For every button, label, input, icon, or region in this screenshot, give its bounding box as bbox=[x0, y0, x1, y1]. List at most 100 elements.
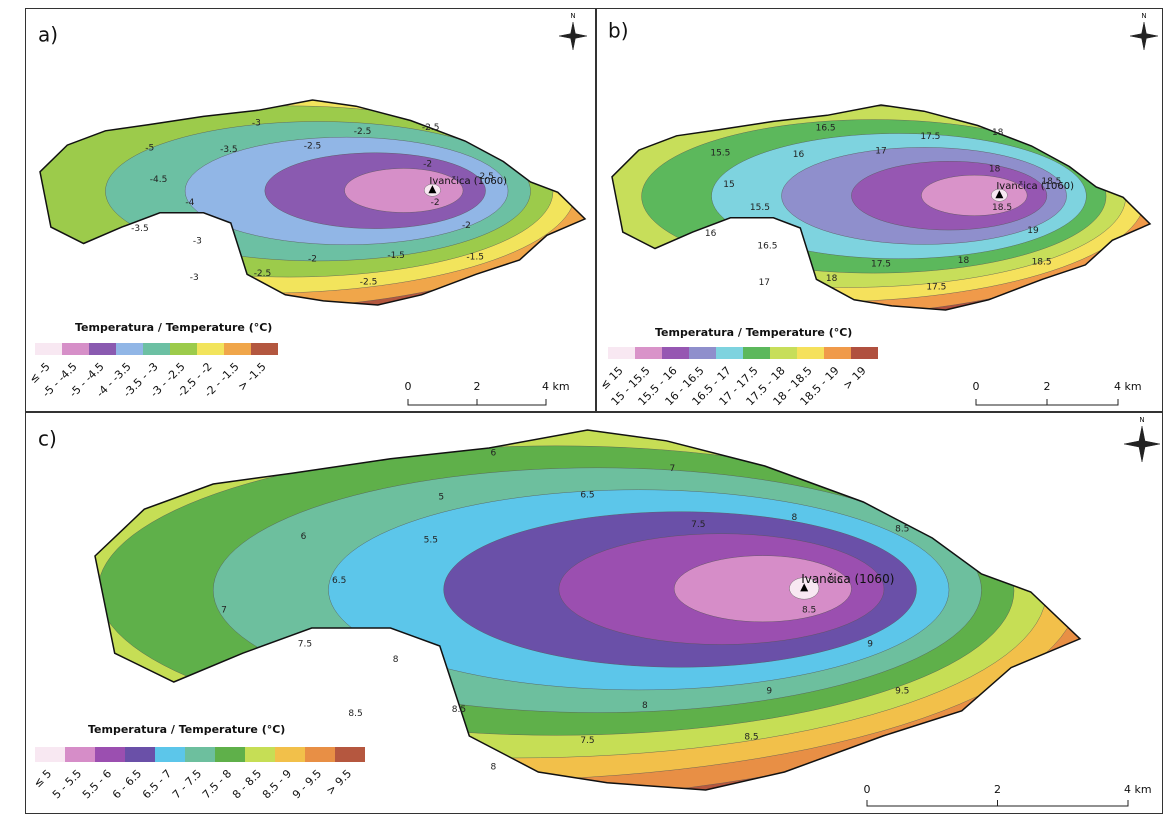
contour-label: -2 bbox=[308, 254, 317, 264]
legend-label: 5 - 5.5 bbox=[50, 767, 84, 801]
contour-label: -2.5 bbox=[360, 277, 378, 287]
contour-label: 8 bbox=[642, 701, 648, 711]
contour-label: 17 bbox=[875, 147, 886, 157]
legend-title: Temperatura / Temperature (°C) bbox=[655, 326, 852, 339]
contour-label: 16 bbox=[793, 150, 805, 160]
legend-label: 6 - 6.5 bbox=[110, 767, 144, 801]
legend-label: 8 - 8.5 bbox=[230, 767, 264, 801]
contour-label: 6.5 bbox=[332, 576, 346, 586]
contour-label: 6 bbox=[491, 449, 497, 459]
temperature-zone bbox=[674, 556, 851, 622]
legend-label: 9 - 9.5 bbox=[290, 767, 324, 801]
legend-label: 8.5 - 9 bbox=[260, 767, 294, 801]
legend-swatch bbox=[635, 347, 662, 359]
legend-label: 7 - 7.5 bbox=[170, 767, 204, 801]
scale-label: 0 bbox=[973, 380, 980, 393]
legend-label: 5.5 - 6 bbox=[80, 767, 114, 801]
contour-label: 8.5 bbox=[348, 709, 362, 719]
legend-swatch bbox=[224, 343, 251, 355]
contour-label: -3.5 bbox=[220, 145, 238, 155]
legend-swatch bbox=[824, 347, 851, 359]
panel-label: a) bbox=[38, 23, 58, 47]
contour-label: -1.5 bbox=[387, 251, 405, 261]
panel-label: c) bbox=[38, 427, 57, 451]
scale-bar bbox=[408, 399, 546, 405]
contour-label: 5 bbox=[438, 492, 444, 502]
contour-label: 7.5 bbox=[298, 639, 312, 649]
contour-label: -4 bbox=[185, 198, 194, 208]
legend-swatch bbox=[62, 343, 89, 355]
contour-label: -3.5 bbox=[131, 224, 149, 234]
legend-swatch bbox=[125, 747, 155, 762]
contour-label: 9 bbox=[766, 687, 772, 697]
legend-swatch bbox=[89, 343, 116, 355]
contour-label: 8 bbox=[791, 513, 797, 523]
legend-swatch bbox=[215, 747, 245, 762]
contour-label: 6.5 bbox=[580, 491, 594, 501]
legend-swatch bbox=[155, 747, 185, 762]
contour-label: 8.5 bbox=[744, 732, 758, 742]
contour-label: 17.5 bbox=[926, 282, 946, 292]
legend-label: > -1.5 bbox=[235, 360, 268, 393]
scale-bar bbox=[976, 399, 1118, 405]
contour-label: 15.5 bbox=[710, 149, 730, 159]
contour-label: 5.5 bbox=[424, 535, 438, 545]
contour-label: 15.5 bbox=[750, 203, 770, 213]
contour-label: 16.5 bbox=[757, 241, 777, 251]
contour-label: -2 bbox=[431, 198, 440, 208]
legend-swatch bbox=[116, 343, 143, 355]
legend-title: Temperatura / Temperature (°C) bbox=[88, 723, 285, 736]
north-arrow bbox=[1130, 22, 1158, 50]
peak-label: Ivančica (1060) bbox=[429, 175, 507, 187]
contour-label: 9.5 bbox=[895, 687, 909, 697]
contour-label: 8 bbox=[393, 655, 399, 665]
contour-label: 18 bbox=[992, 128, 1004, 138]
contour-label: -2 bbox=[462, 221, 471, 231]
contour-label: -2 bbox=[423, 160, 432, 170]
temperature-zone bbox=[345, 168, 464, 212]
contour-label: -2.5 bbox=[304, 142, 322, 152]
contour-label: 18.5 bbox=[1032, 257, 1052, 267]
contour-label: -4.5 bbox=[150, 175, 168, 185]
figure: -2-2-1.5-1.5-2.5-2-2.5-3-3-3.5-4-4.5-5-3… bbox=[0, 0, 1163, 814]
scale-label: 4 km bbox=[1124, 783, 1152, 796]
north-label: N bbox=[570, 12, 575, 20]
legend-swatch bbox=[797, 347, 824, 359]
panel-label: b) bbox=[608, 19, 629, 43]
legend-swatch bbox=[335, 747, 365, 762]
legend-swatch bbox=[197, 343, 224, 355]
contour-label: -2.5 bbox=[254, 269, 272, 279]
map bbox=[0, 75, 598, 310]
legend-swatch bbox=[143, 343, 170, 355]
contour-label: -5 bbox=[145, 144, 154, 154]
legend-swatch bbox=[35, 343, 62, 355]
legend-label: > 9.5 bbox=[324, 767, 355, 798]
contour-label: 9 bbox=[867, 639, 873, 649]
peak-label: Ivančica (1060) bbox=[801, 572, 894, 586]
north-label: N bbox=[1139, 416, 1144, 424]
contour-label: -2.5 bbox=[422, 123, 440, 133]
legend-swatch bbox=[689, 347, 716, 359]
north-label: N bbox=[1141, 12, 1146, 20]
contour-label: 7.5 bbox=[580, 736, 594, 746]
legend-swatch bbox=[245, 747, 275, 762]
contour-label: 18 bbox=[989, 165, 1001, 175]
contour-label: 6 bbox=[301, 532, 307, 542]
contour-label: 8.5 bbox=[802, 606, 816, 616]
contour-label: 18.5 bbox=[992, 203, 1012, 213]
contour-label: 8 bbox=[491, 762, 497, 772]
contour-label: -3 bbox=[193, 236, 202, 246]
contour-label: 16 bbox=[705, 229, 717, 239]
contour-label: 18 bbox=[958, 256, 970, 266]
contour-label: -3 bbox=[190, 273, 199, 283]
legend-swatch bbox=[608, 347, 635, 359]
legend-swatch bbox=[170, 343, 197, 355]
contour-label: 7.5 bbox=[691, 520, 705, 530]
contour-label: 18 bbox=[826, 274, 838, 284]
contour-label: 15 bbox=[723, 180, 734, 190]
north-arrow bbox=[559, 22, 587, 50]
legend-label: ≤ 5 bbox=[31, 767, 54, 790]
legend-swatch bbox=[770, 347, 797, 359]
legend-swatch bbox=[275, 747, 305, 762]
legend-swatch bbox=[185, 747, 215, 762]
